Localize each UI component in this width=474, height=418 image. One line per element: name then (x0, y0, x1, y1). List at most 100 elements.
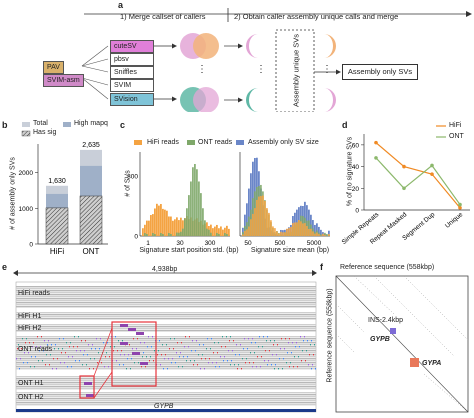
read-line (16, 360, 316, 362)
legend-has-sig: Has sig (33, 129, 57, 136)
mismatch-dot (71, 366, 72, 368)
mismatch-dot (65, 352, 66, 354)
mismatch-dot (194, 360, 195, 362)
tool-svim: SVIM (110, 79, 154, 92)
c-right-asm-bar (320, 229, 322, 236)
mismatch-dot (172, 358, 173, 360)
mismatch-dot (105, 356, 106, 358)
c-left-ont-bar (154, 234, 156, 236)
mismatch-dot (64, 362, 65, 364)
mismatch-dot (268, 360, 269, 362)
mismatch-dot (18, 344, 19, 346)
legend-swatch-has-sig (21, 130, 31, 137)
mismatch-dot (275, 364, 276, 366)
track-hifi-h1: HiFi H1 (18, 313, 42, 320)
c-left-hifi-bar (148, 220, 150, 236)
f-ylabel: Reference sequence (558kbp) (326, 288, 334, 383)
c-left-hifi-bar (176, 217, 178, 236)
mismatch-dot (264, 360, 265, 362)
mismatch-dot (251, 342, 252, 344)
legend-swatch-hifi (134, 140, 142, 145)
c-right-hifi-bar (318, 234, 320, 236)
mismatch-dot (277, 344, 278, 346)
d-ytick-label-20: 20 (352, 186, 360, 193)
c-right-hifi-bar (264, 200, 266, 236)
read-line (16, 398, 316, 400)
mismatch-dot (235, 354, 236, 356)
mismatch-dot (266, 340, 267, 342)
mismatch-dot (122, 340, 123, 342)
dots-venn: ⋮ (197, 64, 207, 75)
c-left-hifi-bar (164, 209, 166, 236)
mismatch-dot (100, 338, 101, 340)
mismatch-dot (217, 352, 218, 354)
mismatch-dot (281, 338, 282, 340)
mismatch-dot (95, 348, 96, 350)
mismatch-dot (38, 360, 39, 362)
mismatch-dot (87, 354, 88, 356)
c-left-hifi-bar (172, 220, 174, 236)
c-left-ont-bar (168, 232, 170, 236)
gene-label-gypb: GYPB (154, 403, 174, 410)
mismatch-dot (213, 352, 214, 354)
c-left-hifi-bar (158, 205, 160, 236)
mismatch-dot (123, 364, 124, 366)
c-right-hifi-bar (262, 195, 264, 236)
read-line (16, 358, 316, 360)
mismatch-dot (245, 362, 246, 364)
mismatch-dot (296, 342, 297, 344)
c-right-hifi-bar (310, 228, 312, 236)
mismatch-dot (150, 356, 151, 358)
c-right-asm-bar (248, 188, 250, 236)
legend-swatch-ont (187, 140, 195, 145)
track-ont-reads: ONT reads (18, 346, 53, 353)
c-left-hifi-bar (220, 226, 222, 236)
mismatch-dot (56, 368, 57, 370)
mismatch-dot (232, 350, 233, 352)
mismatch-dot (75, 360, 76, 362)
bar-label-hifi: 1,630 (48, 178, 66, 185)
mismatch-dot (40, 346, 41, 348)
read-line (16, 294, 316, 296)
mismatch-dot (175, 362, 176, 364)
highlight-box-main (111, 321, 157, 387)
mismatch-dot (310, 344, 311, 346)
c-right-hifi-bar (316, 232, 318, 236)
c-right-hifi-bar (304, 223, 306, 236)
mismatch-dot (41, 336, 42, 338)
mismatch-dot (288, 342, 289, 344)
mismatch-dot (149, 360, 150, 362)
mismatch-dot (25, 342, 26, 344)
mismatch-dot (290, 362, 291, 364)
bar-has-sig-hifi (45, 207, 69, 245)
b-ytick-label-0: 0 (29, 242, 33, 249)
legend-total: Total (33, 120, 48, 127)
d-point-ont (402, 186, 406, 191)
c-right-ont-bar (246, 222, 248, 236)
dotplot-segment (353, 275, 395, 315)
mismatch-dot (225, 346, 226, 348)
read-line (16, 324, 316, 326)
c-left-hifi-bar (214, 226, 216, 236)
c-right-hifi-bar (274, 228, 276, 236)
mismatch-dot (116, 360, 117, 362)
mismatch-dot (158, 350, 159, 352)
mismatch-dot (228, 350, 229, 352)
legend-hifi: HiFi (449, 122, 462, 129)
c-right-hifi-bar (250, 219, 252, 236)
panel-e-browser (13, 270, 317, 413)
tool-svision: SVision (110, 93, 154, 106)
read-line (16, 356, 316, 358)
read-line (16, 338, 316, 340)
mismatch-dot (148, 336, 149, 338)
mismatch-dot (146, 356, 147, 358)
c-left-hifi-bar (180, 217, 182, 236)
dots-crescent-left: ⋮ (256, 64, 266, 75)
mismatch-dot (66, 342, 67, 344)
mismatch-dot (176, 352, 177, 354)
read-line (16, 366, 316, 368)
venn-orange-circle (193, 33, 219, 59)
mismatch-dot (89, 368, 90, 370)
c-left-ytick-300: 300 (127, 174, 138, 181)
c-left-hifi-bar (152, 214, 154, 236)
